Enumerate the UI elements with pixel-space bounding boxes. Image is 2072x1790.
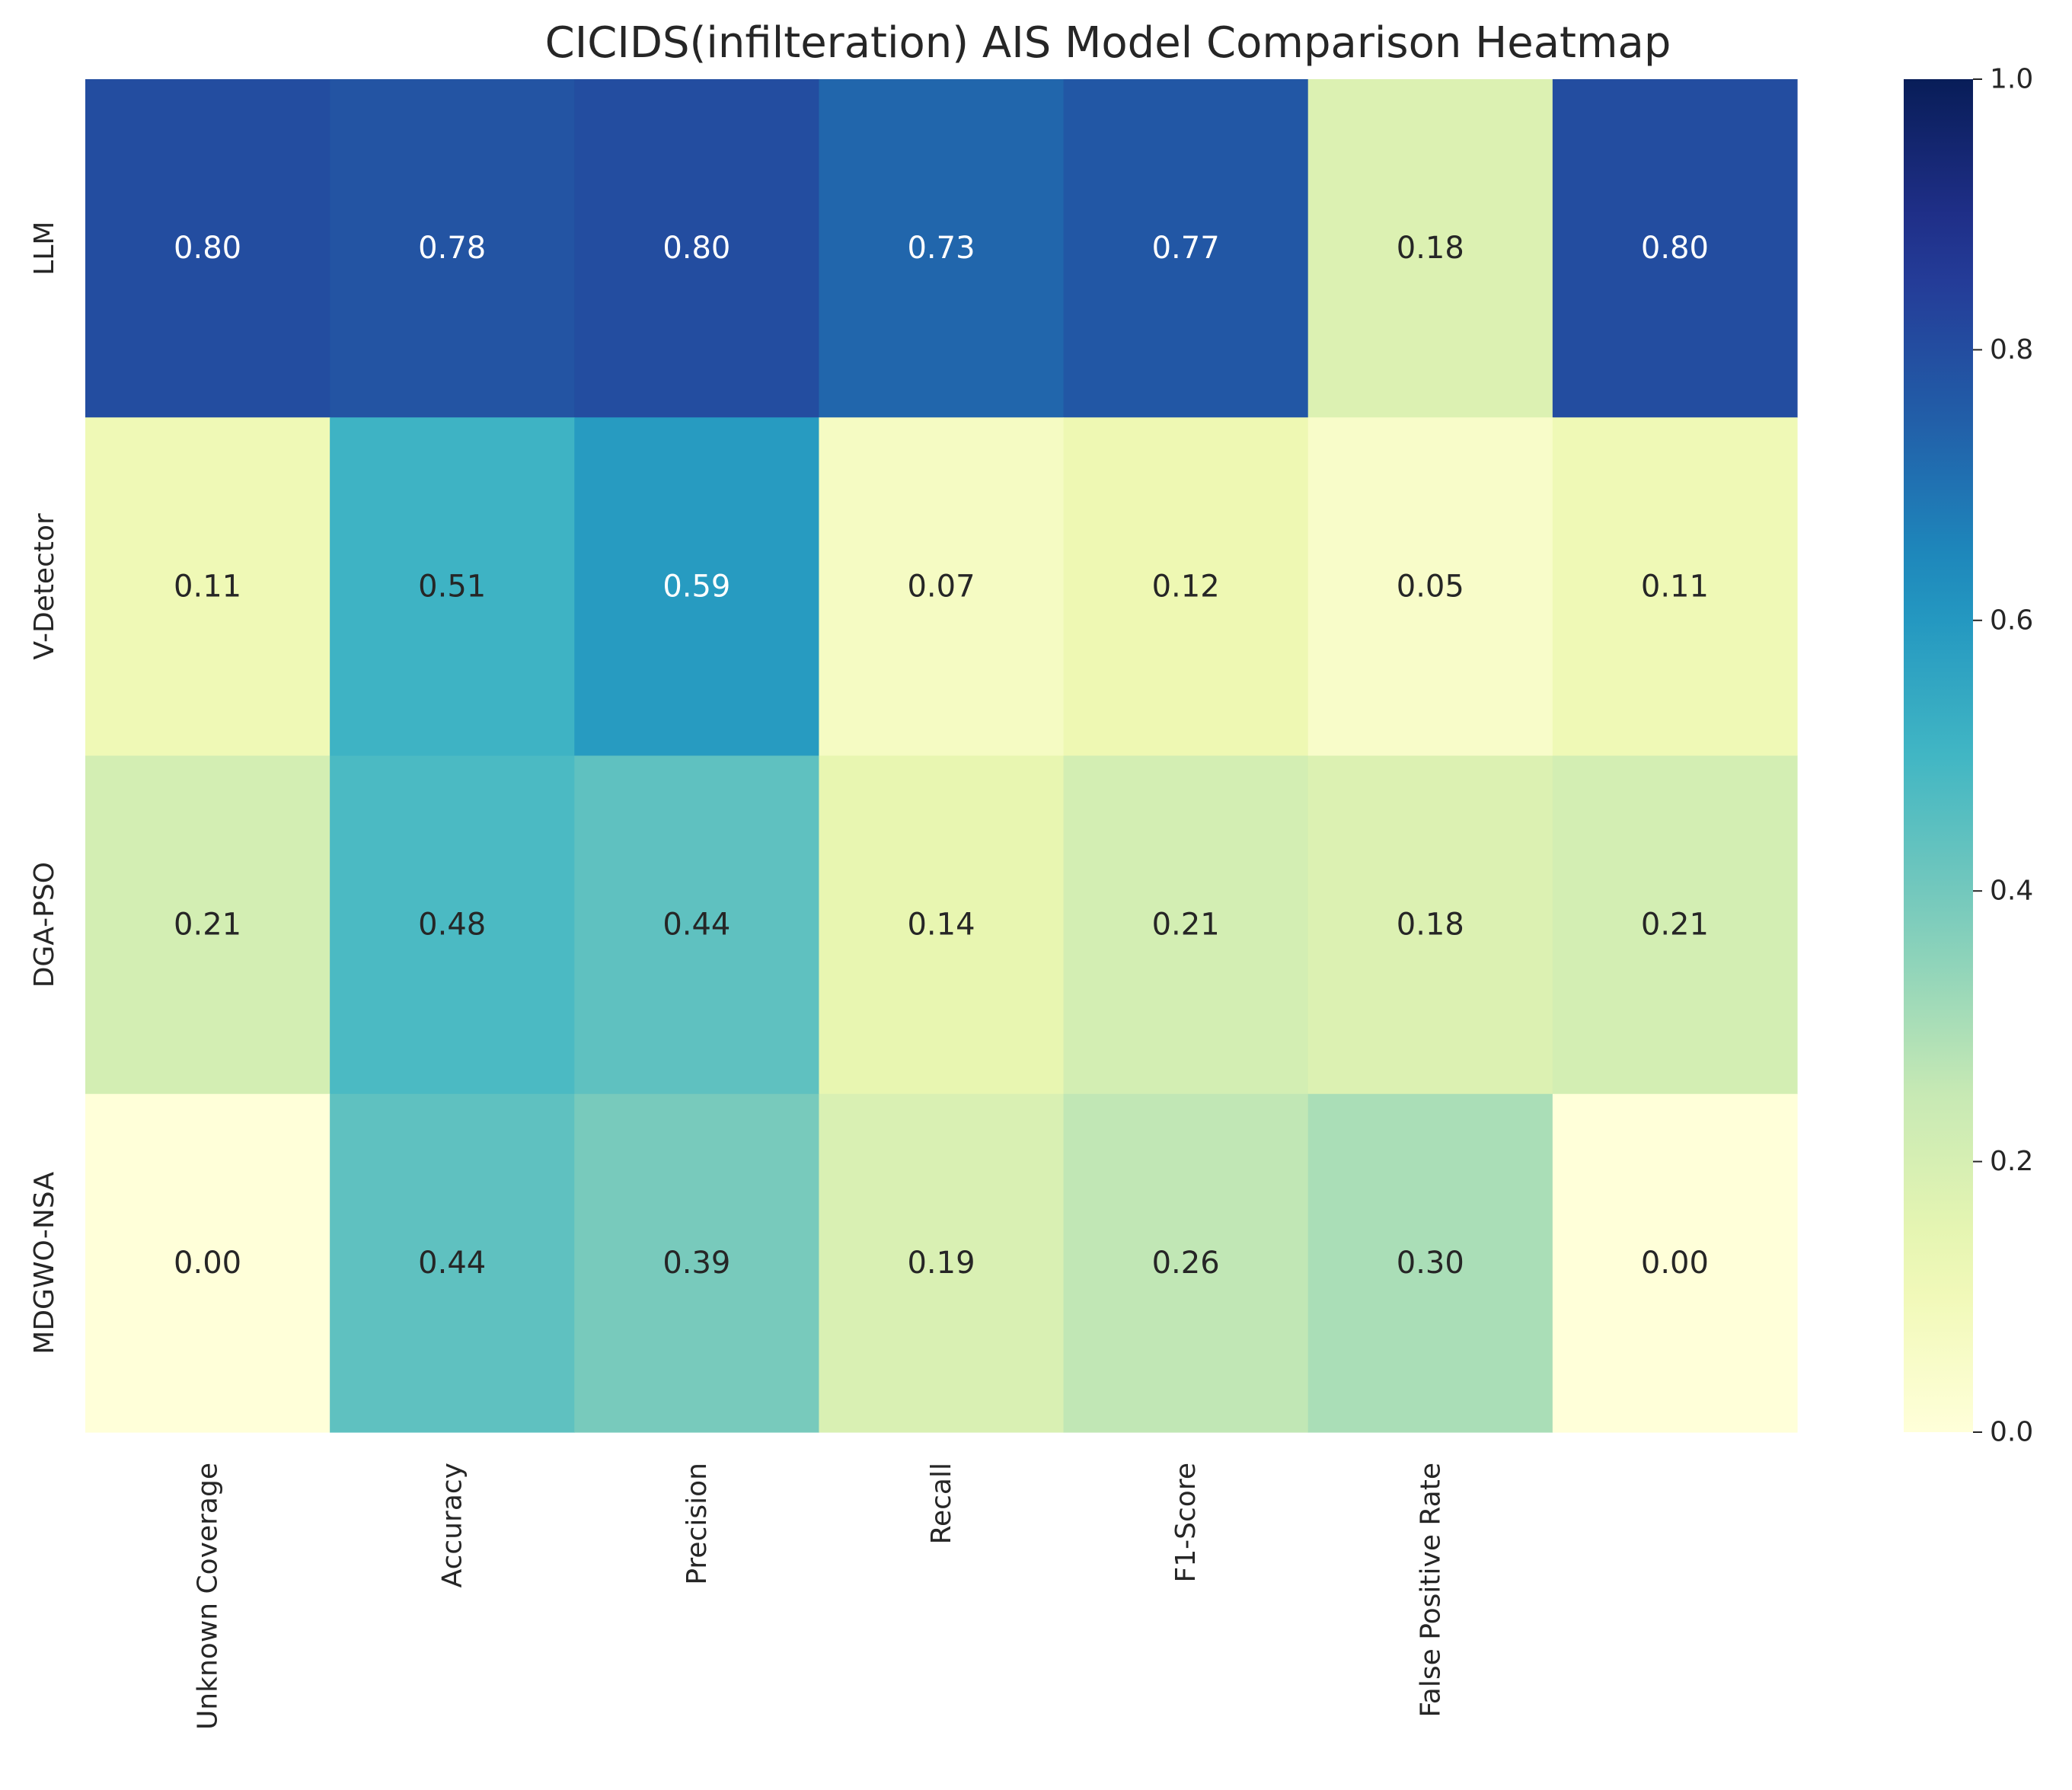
cell-value-label: 0.51 <box>418 569 486 604</box>
heatmap-cell <box>1552 79 1798 418</box>
heatmap-cell <box>819 755 1065 1095</box>
row-labels: LLM V-Detector DGA-PSO MDGWO-NSA <box>29 222 60 1354</box>
cell-value-label: 0.48 <box>418 908 486 943</box>
heatmap-cell <box>330 1093 575 1433</box>
cell-value-label: 0.19 <box>907 1246 975 1281</box>
chart-title: CICIDS(infilteration) AIS Model Comparis… <box>545 18 1671 68</box>
colorbar-tick-label: 0.2 <box>1990 1146 2033 1177</box>
row-label: LLM <box>29 222 60 276</box>
cell-value-label: 0.80 <box>1641 231 1709 266</box>
cell-value-label: 0.77 <box>1152 231 1220 266</box>
heatmap-cell <box>819 1093 1065 1433</box>
row-label: MDGWO-NSA <box>29 1172 60 1354</box>
column-label: Accuracy <box>437 1463 468 1587</box>
cell-value-label: 0.21 <box>1152 908 1220 943</box>
heatmap-cell <box>1063 1093 1309 1433</box>
colorbar-tick-label: 0.4 <box>1990 876 2033 907</box>
heatmap-cell <box>574 417 820 757</box>
colorbar <box>1904 79 1973 1432</box>
heatmap-cell <box>330 417 575 757</box>
colorbar-tick-label: 0.0 <box>1990 1417 2033 1448</box>
heatmap-cell <box>574 79 820 418</box>
cell-value-label: 0.21 <box>174 908 241 943</box>
heatmap-cells <box>85 79 1798 1433</box>
colorbar-gradient <box>1904 79 1973 1432</box>
heatmap-cell <box>1552 755 1798 1095</box>
cell-value-label: 0.11 <box>1641 569 1709 604</box>
column-label: False Positive Rate <box>1415 1463 1446 1718</box>
heatmap-cell-labels: 0.80 0.78 0.80 0.73 0.77 0.18 0.80 0.11 0.51 0.59… <box>174 231 1709 1281</box>
cell-value-label: 0.59 <box>662 569 730 604</box>
cell-value-label: 0.00 <box>174 1246 241 1281</box>
heatmap-cell <box>1063 417 1309 757</box>
heatmap-cell <box>1063 79 1309 418</box>
cell-value-label: 0.80 <box>174 231 241 266</box>
cell-value-label: 0.05 <box>1397 569 1464 604</box>
column-label: Precision <box>682 1463 713 1585</box>
heatmap-cell <box>85 79 330 418</box>
column-label: F1-Score <box>1170 1463 1202 1582</box>
heatmap-cell <box>85 417 330 757</box>
heatmap-cell <box>330 79 575 418</box>
cell-value-label: 0.78 <box>418 231 486 266</box>
column-labels: Unknown Coverage Accuracy Precision Recall F… <box>193 1463 1447 1730</box>
cell-value-label: 0.11 <box>174 569 241 604</box>
cell-value-label: 0.00 <box>1641 1246 1709 1281</box>
heatmap-cell <box>1063 755 1309 1095</box>
cell-value-label: 0.07 <box>907 569 975 604</box>
heatmap-cell <box>574 755 820 1095</box>
colorbar-ticks: 0.0 0.2 0.4 0.6 0.8 1.0 <box>1973 64 2033 1448</box>
cell-value-label: 0.14 <box>907 908 975 943</box>
cell-value-label: 0.26 <box>1152 1246 1220 1281</box>
cell-value-label: 0.18 <box>1397 908 1464 943</box>
heatmap-cell <box>819 417 1065 757</box>
heatmap-cell <box>1552 417 1798 757</box>
heatmap-cell <box>574 1093 820 1433</box>
colorbar-tick-label: 1.0 <box>1990 64 2033 95</box>
heatmap-cell <box>1307 1093 1553 1433</box>
cell-value-label: 0.80 <box>662 231 730 266</box>
cell-value-label: 0.18 <box>1397 231 1464 266</box>
column-label: Recall <box>926 1463 957 1544</box>
heatmap-cell <box>330 755 575 1095</box>
colorbar-tick-label: 0.8 <box>1990 334 2033 365</box>
column-label: Unknown Coverage <box>193 1463 224 1730</box>
heatmap-cell <box>1552 1093 1798 1433</box>
cell-value-label: 0.30 <box>1397 1246 1464 1281</box>
cell-value-label: 0.73 <box>907 231 975 266</box>
cell-value-label: 0.44 <box>662 908 730 943</box>
colorbar-tick-label: 0.6 <box>1990 605 2033 636</box>
heatmap-cell <box>819 79 1065 418</box>
heatmap-cell <box>1307 417 1553 757</box>
heatmap-cell <box>1307 755 1553 1095</box>
heatmap-cell <box>85 755 330 1095</box>
cell-value-label: 0.39 <box>662 1246 730 1281</box>
heatmap-cell <box>85 1093 330 1433</box>
cell-value-label: 0.44 <box>418 1246 486 1281</box>
cell-value-label: 0.12 <box>1152 569 1220 604</box>
cell-value-label: 0.21 <box>1641 908 1709 943</box>
row-label: V-Detector <box>29 513 60 660</box>
row-label: DGA-PSO <box>29 862 60 988</box>
heatmap-cell <box>1307 79 1553 418</box>
